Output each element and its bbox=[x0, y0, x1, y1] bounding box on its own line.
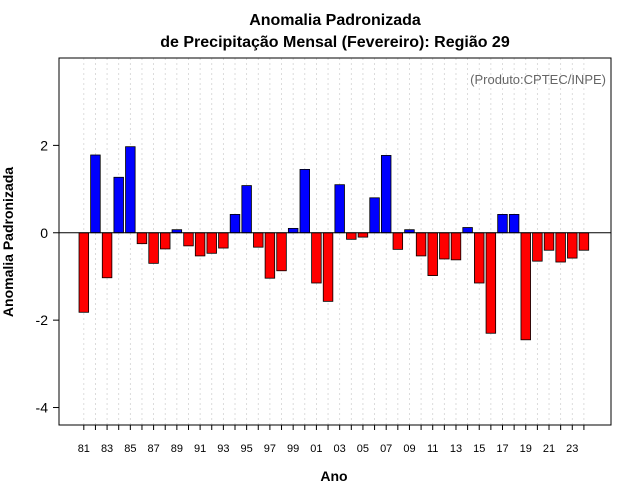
x-tick-label: 93 bbox=[217, 443, 229, 455]
bar-05 bbox=[357, 232, 369, 238]
bar-12 bbox=[439, 232, 450, 260]
x-tick-label: 85 bbox=[124, 443, 136, 455]
x-tick-label: 19 bbox=[520, 443, 532, 455]
bar-22 bbox=[555, 232, 566, 263]
bar-14 bbox=[462, 227, 473, 234]
bar-07 bbox=[380, 155, 392, 234]
x-axis-label: Ano bbox=[320, 468, 347, 484]
x-tick-label: 91 bbox=[194, 443, 206, 455]
bar-87 bbox=[148, 232, 159, 264]
x-tick-label: 15 bbox=[473, 443, 485, 455]
bar-97 bbox=[264, 232, 276, 279]
y-tick-label: 2 bbox=[40, 137, 48, 153]
bar-99 bbox=[287, 227, 299, 234]
x-tick-label: 21 bbox=[543, 443, 555, 455]
bar-00 bbox=[299, 169, 310, 234]
bar-06 bbox=[369, 197, 380, 234]
bar-18 bbox=[508, 214, 520, 234]
bar-83 bbox=[101, 232, 113, 279]
bar-11 bbox=[427, 232, 438, 276]
bar-90 bbox=[183, 232, 194, 247]
y-axis-label: Anomalia Padronizada bbox=[0, 167, 16, 317]
bar-02 bbox=[322, 232, 334, 302]
x-tick-label: 01 bbox=[310, 443, 322, 455]
y-tick-label: 0 bbox=[40, 225, 48, 241]
x-tick-label: 09 bbox=[403, 443, 415, 455]
bar-81 bbox=[78, 232, 90, 313]
y-tick-label: -2 bbox=[36, 312, 49, 328]
x-tick-label: 97 bbox=[264, 443, 276, 455]
bar-15 bbox=[474, 232, 485, 284]
bar-20 bbox=[532, 232, 543, 262]
x-tick-label: 95 bbox=[241, 443, 253, 455]
bar-82 bbox=[90, 154, 101, 234]
bar-03 bbox=[334, 184, 345, 234]
bar-16 bbox=[485, 232, 497, 334]
bar-85 bbox=[125, 146, 136, 234]
x-tick-label: 07 bbox=[380, 443, 392, 455]
x-tick-label: 13 bbox=[450, 443, 462, 455]
x-tick-label: 17 bbox=[496, 443, 508, 455]
bar-92 bbox=[206, 232, 217, 254]
bar-13 bbox=[450, 232, 462, 261]
x-tick-label: 03 bbox=[334, 443, 346, 455]
x-tick-label: 11 bbox=[427, 443, 438, 455]
plot-frame bbox=[58, 57, 612, 426]
bar-84 bbox=[113, 176, 124, 234]
x-axis: 81 83 85 87 89 91 93 95 97 99 01 03 05 07 09 11 13 15 17 19… bbox=[78, 425, 585, 455]
bar-17 bbox=[497, 214, 508, 234]
bar-04 bbox=[346, 232, 357, 240]
bars bbox=[78, 146, 590, 341]
bar-95 bbox=[241, 185, 252, 234]
bar-86 bbox=[136, 232, 148, 245]
bar-96 bbox=[253, 232, 264, 248]
bar-98 bbox=[276, 232, 287, 272]
bar-23 bbox=[567, 232, 578, 259]
y-tick-label: -4 bbox=[36, 400, 49, 416]
bar-21 bbox=[543, 232, 555, 251]
bar-19 bbox=[520, 232, 531, 341]
grid-lines bbox=[83, 58, 585, 425]
bar-24 bbox=[578, 232, 590, 251]
bar-10 bbox=[415, 232, 427, 257]
x-tick-label: 81 bbox=[78, 443, 90, 455]
x-tick-label: 89 bbox=[171, 443, 183, 455]
chart-title-line2: de Precipitação Mensal (Fevereiro): Regi… bbox=[160, 34, 510, 51]
bar-08 bbox=[392, 232, 404, 250]
bar-88 bbox=[160, 232, 171, 250]
y-axis: -4 -2 0 2 bbox=[36, 137, 59, 416]
x-tick-label: 05 bbox=[357, 443, 369, 455]
chart-title-line1: Anomalia Padronizada bbox=[249, 12, 421, 29]
x-tick-label: 99 bbox=[287, 443, 299, 455]
x-tick-label: 23 bbox=[566, 443, 578, 455]
bar-91 bbox=[194, 232, 206, 257]
bar-93 bbox=[218, 232, 229, 249]
bar-94 bbox=[229, 214, 241, 234]
x-tick-label: 83 bbox=[101, 443, 113, 455]
credit-label: (Produto:CPTEC/INPE) bbox=[470, 72, 606, 87]
x-tick-label: 87 bbox=[147, 443, 159, 455]
bar-01 bbox=[311, 232, 322, 284]
